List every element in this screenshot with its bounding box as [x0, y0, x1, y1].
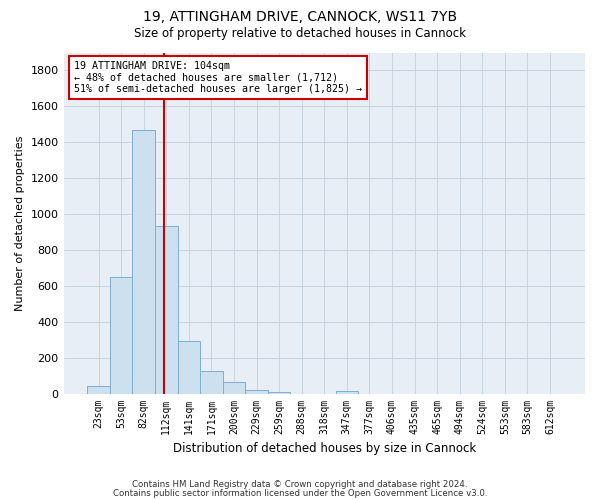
Bar — [110, 277, 133, 394]
Bar — [133, 130, 155, 394]
Bar — [87, 386, 110, 394]
Bar — [155, 226, 178, 394]
X-axis label: Distribution of detached houses by size in Cannock: Distribution of detached houses by size … — [173, 442, 476, 455]
Text: Contains HM Land Registry data © Crown copyright and database right 2024.: Contains HM Land Registry data © Crown c… — [132, 480, 468, 489]
Text: Size of property relative to detached houses in Cannock: Size of property relative to detached ho… — [134, 28, 466, 40]
Bar — [268, 392, 290, 394]
Bar — [335, 391, 358, 394]
Bar — [245, 390, 268, 394]
Bar — [223, 382, 245, 394]
Bar — [200, 371, 223, 394]
Bar — [178, 342, 200, 394]
Text: Contains public sector information licensed under the Open Government Licence v3: Contains public sector information licen… — [113, 490, 487, 498]
Text: 19, ATTINGHAM DRIVE, CANNOCK, WS11 7YB: 19, ATTINGHAM DRIVE, CANNOCK, WS11 7YB — [143, 10, 457, 24]
Text: 19 ATTINGHAM DRIVE: 104sqm
← 48% of detached houses are smaller (1,712)
51% of s: 19 ATTINGHAM DRIVE: 104sqm ← 48% of deta… — [74, 61, 362, 94]
Y-axis label: Number of detached properties: Number of detached properties — [15, 136, 25, 310]
